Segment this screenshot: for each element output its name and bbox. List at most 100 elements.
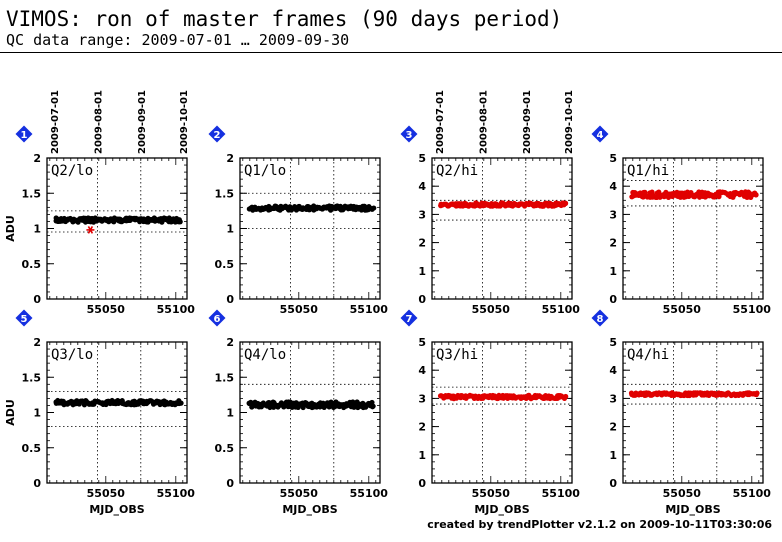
x-tick-label: 55100 [542, 487, 581, 500]
y-tick-label: 1 [226, 407, 234, 420]
page-title: VIMOS: ron of master frames (90 days per… [6, 7, 563, 31]
panel-5: 0 0.5 1 1.5 2 55050 55100 Q3/lo 5 ADU MJD_OBS [4, 309, 196, 516]
y-tick-label: 1 [226, 223, 234, 236]
data-point [753, 391, 760, 398]
data-point [178, 400, 184, 406]
data-point [753, 192, 759, 198]
y-tick-label: 2 [33, 152, 41, 165]
panel-number-badge [208, 309, 226, 327]
panel-number-label: 2 [214, 130, 221, 141]
panel-number-label: 5 [21, 314, 28, 325]
panel-number-badge [591, 125, 609, 143]
data-point [562, 394, 568, 400]
y-tick-label: 1.5 [22, 187, 42, 200]
outlier-stroke [87, 226, 94, 234]
plot-frame [431, 157, 573, 300]
panel-label: Q4/lo [244, 347, 286, 363]
data-point [716, 194, 722, 200]
y-tick-label: 0 [33, 477, 41, 490]
y-tick-label: 5 [609, 152, 617, 165]
footer-credit: created by trendPlotter v2.1.2 on 2009-1… [427, 518, 772, 531]
x-tick-label: 55100 [157, 487, 196, 500]
y-tick-label: 1 [609, 265, 617, 278]
y-tick-label: 4 [418, 364, 426, 377]
data-point [562, 200, 569, 207]
title-divider [0, 52, 782, 53]
x-tick-label: 55100 [733, 487, 772, 500]
y-tick-label: 1 [33, 407, 41, 420]
x-tick-label: 55050 [280, 303, 319, 316]
panel-number-label: 8 [597, 314, 604, 325]
data-point [370, 403, 376, 409]
panel-label: Q3/lo [51, 347, 93, 363]
panel-label: Q1/lo [244, 163, 286, 179]
plot-frame [46, 341, 188, 484]
y-tick-label: 1.5 [215, 371, 235, 384]
panel-number-badge [591, 309, 609, 327]
data-point [371, 205, 377, 211]
panel-label: Q2/lo [51, 163, 93, 179]
y-tick-label: 2 [418, 421, 426, 434]
page-subtitle: QC data range: 2009-07-01 … 2009-09-30 [6, 31, 350, 49]
panel-label: Q3/hi [436, 347, 478, 363]
y-tick-label: 2 [609, 421, 617, 434]
y-tick-label: 3 [418, 208, 426, 221]
date-tick-label: 2009-09-01 [137, 90, 148, 154]
y-tick-label: 0 [418, 293, 426, 306]
y-tick-label: 1.5 [215, 187, 235, 200]
y-tick-label: 0 [609, 477, 617, 490]
y-tick-label: 3 [609, 392, 617, 405]
x-tick-label: 55050 [280, 487, 319, 500]
data-point [281, 404, 287, 410]
panel-number-label: 7 [406, 314, 413, 325]
y-tick-label: 0 [609, 293, 617, 306]
y-tick-label: 3 [418, 392, 426, 405]
x-tick-label: 55100 [157, 303, 196, 316]
y-tick-label: 5 [418, 336, 426, 349]
date-tick-label: 2009-08-01 [478, 90, 489, 154]
x-tick-label: 55100 [542, 303, 581, 316]
outlier-marker [86, 226, 95, 234]
y-tick-label: 0 [226, 477, 234, 490]
y-axis-label: ADU [4, 399, 17, 426]
y-axis-label: ADU [4, 215, 17, 242]
x-tick-label: 55050 [472, 303, 511, 316]
y-tick-label: 1.5 [22, 371, 42, 384]
y-tick-label: 2 [418, 237, 426, 250]
panel-2: 0 0.5 1 1.5 2 55050 55100 Q1/lo 2 [208, 125, 389, 316]
y-tick-label: 2 [226, 152, 234, 165]
x-tick-label: 55100 [733, 303, 772, 316]
y-tick-label: 0 [33, 293, 41, 306]
y-tick-label: 1 [609, 449, 617, 462]
plot-frame [622, 157, 764, 300]
date-tick-label: 2009-10-01 [179, 90, 190, 154]
date-tick-label: 2009-07-01 [50, 90, 61, 154]
plot-frame [46, 157, 188, 300]
panel-1: 0 0.5 1 1.5 2 55050 55100 2009-07-01 2009-08-01 2… [4, 90, 195, 316]
data-point [177, 219, 183, 225]
date-tick-label: 2009-08-01 [93, 90, 104, 154]
y-tick-label: 2 [609, 237, 617, 250]
plot-frame [622, 341, 764, 484]
panel-number-label: 6 [214, 314, 221, 325]
y-tick-label: 0.5 [22, 258, 42, 271]
date-tick-label: 2009-09-01 [522, 90, 533, 154]
y-tick-label: 4 [609, 180, 617, 193]
panel-label: Q1/hi [627, 163, 669, 179]
y-tick-label: 4 [418, 180, 426, 193]
panel-number-label: 1 [21, 130, 28, 141]
x-axis-label: MJD_OBS [474, 503, 529, 516]
plot-frame [239, 341, 381, 484]
x-tick-label: 55100 [350, 303, 389, 316]
y-tick-label: 0.5 [215, 258, 235, 271]
y-tick-label: 1 [418, 449, 426, 462]
panel-number-label: 4 [597, 130, 604, 141]
x-axis-label: MJD_OBS [282, 503, 337, 516]
x-tick-label: 55100 [350, 487, 389, 500]
panel-8: 0 1 2 3 4 5 55050 55100 Q4/hi 8 MJD_OBS [591, 309, 772, 516]
y-tick-label: 1 [418, 265, 426, 278]
panel-7: 0 1 2 3 4 5 55050 55100 Q3/hi 7 MJD_OBS [400, 309, 581, 516]
y-tick-label: 3 [609, 208, 617, 221]
y-tick-label: 0 [226, 293, 234, 306]
